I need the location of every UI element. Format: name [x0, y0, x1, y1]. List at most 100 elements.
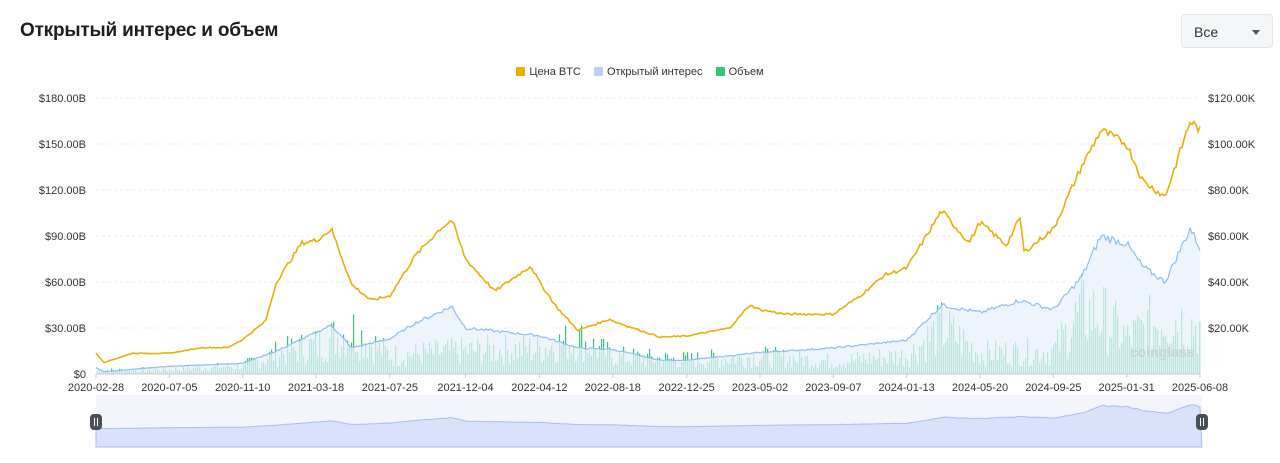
volume-bar — [283, 353, 285, 374]
legend-item-open-interest[interactable]: Открытый интерес — [593, 66, 703, 78]
volume-bar — [611, 358, 613, 374]
volume-bar — [733, 356, 735, 374]
volume-bar — [1069, 351, 1071, 374]
volume-bar — [1127, 324, 1129, 374]
volume-bar — [347, 340, 349, 374]
volume-bar — [725, 358, 727, 374]
volume-bar — [939, 312, 941, 374]
volume-bar — [247, 358, 249, 374]
volume-bar — [1193, 336, 1195, 374]
volume-bar — [1165, 336, 1167, 374]
right-axis-tick-label: $80.00K — [1208, 185, 1250, 197]
volume-bar — [681, 362, 683, 374]
volume-bar — [559, 334, 561, 374]
volume-bar — [115, 370, 117, 374]
volume-bar — [1125, 335, 1127, 374]
volume-bar — [749, 358, 751, 374]
volume-bar — [307, 359, 309, 374]
volume-bar — [541, 362, 543, 374]
volume-bar — [1115, 300, 1117, 374]
volume-bar — [119, 368, 121, 374]
volume-bar — [291, 338, 293, 374]
volume-bar — [919, 345, 921, 374]
volume-bar — [803, 366, 805, 374]
volume-bar — [281, 349, 283, 374]
volume-bar — [273, 360, 275, 374]
volume-bar — [415, 343, 417, 374]
volume-bar — [885, 359, 887, 374]
x-axis-tick-label: 2020-07-05 — [141, 382, 197, 394]
volume-bar — [659, 357, 661, 374]
volume-bar — [137, 371, 139, 374]
volume-bar — [819, 364, 821, 374]
volume-bar — [701, 364, 703, 374]
volume-bar — [471, 342, 473, 374]
navigator-handle-left[interactable] — [90, 414, 102, 430]
volume-bar — [1009, 362, 1011, 374]
volume-bar — [631, 365, 633, 374]
volume-bar — [441, 352, 443, 374]
volume-bar — [445, 343, 447, 374]
x-axis-tick-label: 2021-03-18 — [288, 382, 344, 394]
volume-bar — [739, 354, 741, 374]
volume-bar — [345, 356, 347, 374]
volume-bar — [255, 358, 257, 374]
volume-bar — [679, 366, 681, 374]
volume-bar — [375, 336, 377, 374]
volume-bar — [133, 369, 135, 374]
volume-bar — [693, 361, 695, 374]
volume-bar — [311, 338, 313, 374]
volume-bar — [1043, 352, 1045, 374]
volume-bar — [193, 367, 195, 374]
volume-bar — [219, 368, 221, 374]
volume-bar — [325, 359, 327, 374]
volume-bar — [1121, 342, 1123, 374]
volume-bar — [1155, 326, 1157, 374]
volume-bar — [155, 369, 157, 374]
volume-bar — [141, 367, 143, 374]
volume-bar — [777, 350, 779, 374]
volume-bar — [799, 350, 801, 374]
volume-bar — [129, 369, 131, 374]
legend-item-price[interactable]: Цена BTC — [516, 66, 581, 78]
volume-bar — [217, 363, 219, 374]
handle-body — [90, 414, 102, 430]
left-axis-tick-label: $90.00B — [45, 231, 86, 243]
volume-bar — [107, 370, 109, 374]
volume-bar — [969, 351, 971, 374]
volume-bar — [213, 365, 215, 374]
volume-bar — [443, 346, 445, 374]
volume-bar — [433, 354, 435, 374]
time-range-select[interactable]: Все — [1181, 14, 1273, 48]
navigator-handle-right[interactable] — [1196, 414, 1208, 430]
volume-bar — [723, 365, 725, 374]
volume-bar — [335, 354, 337, 374]
volume-bar — [449, 350, 451, 374]
volume-bar — [257, 359, 259, 374]
legend-item-volume[interactable]: Объем — [715, 66, 764, 78]
time-range-value: Все — [1194, 24, 1219, 40]
x-axis-tick-label: 2024-09-25 — [1025, 382, 1081, 394]
volume-bar — [479, 343, 481, 374]
volume-bar — [253, 358, 255, 374]
volume-bar — [971, 342, 973, 374]
volume-bar — [841, 367, 843, 374]
volume-bar — [711, 349, 713, 374]
volume-bar — [1095, 327, 1097, 374]
volume-bar — [867, 363, 869, 374]
legend-swatch-open-interest — [593, 67, 603, 76]
volume-bar — [751, 368, 753, 374]
volume-bar — [323, 361, 325, 374]
volume-bar — [735, 364, 737, 374]
volume-bar — [593, 338, 595, 374]
volume-bar — [535, 351, 537, 374]
volume-bar — [809, 369, 811, 374]
volume-bar — [1099, 335, 1101, 374]
volume-bar — [327, 361, 329, 374]
volume-bar — [389, 360, 391, 374]
volume-bar — [309, 339, 311, 374]
volume-bar — [431, 348, 433, 374]
volume-bar — [179, 369, 181, 374]
volume-bar — [1141, 320, 1143, 374]
volume-bar — [521, 355, 523, 374]
